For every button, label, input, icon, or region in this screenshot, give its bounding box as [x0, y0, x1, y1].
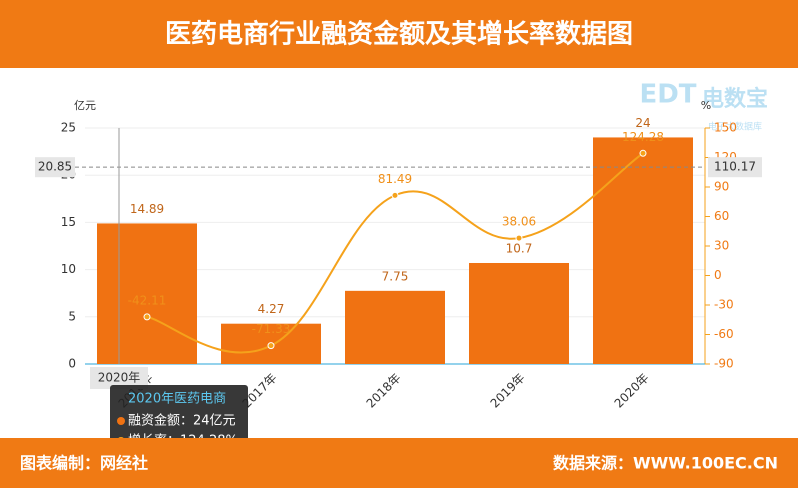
- y2-tick-label: 150: [714, 121, 737, 135]
- y-tick-label: 5: [68, 309, 76, 323]
- y-tick-label: 15: [61, 215, 76, 229]
- bar: [345, 290, 445, 364]
- bar-value-label: 4.27: [258, 302, 285, 316]
- y2-axis-title: %: [701, 99, 711, 112]
- bar: [593, 137, 693, 364]
- bar-value-label: 14.89: [130, 202, 164, 216]
- line-value-label: 124.28: [622, 130, 664, 144]
- line-point: [143, 313, 151, 321]
- footer-right: 数据来源：WWW.100EC.CN: [553, 454, 778, 473]
- line-point: [391, 191, 399, 199]
- bar-value-label: 7.75: [382, 269, 409, 283]
- y-axis-title: 亿元: [74, 99, 96, 112]
- y-tick-label: 25: [61, 121, 76, 135]
- bar-value-label: 24: [635, 116, 650, 130]
- watermark: 电子大数据库: [708, 121, 762, 133]
- y2-tick-label: -30: [714, 298, 734, 312]
- line-value-label: 38.06: [502, 215, 536, 229]
- y2-tick-label: 90: [714, 180, 729, 194]
- footer: [0, 438, 798, 488]
- y2-tick-label: 30: [714, 239, 729, 253]
- y-tick-label: 10: [61, 262, 76, 276]
- crosshair-label-box: [35, 157, 75, 178]
- footer-left: 图表编制：网经社: [20, 454, 148, 473]
- tooltip-dot: [117, 417, 125, 425]
- y-tick-label: 0: [68, 357, 76, 371]
- line-value-label: -71.33: [252, 322, 291, 336]
- bar-value-label: 10.7: [506, 241, 533, 255]
- line-point: [267, 342, 275, 350]
- tooltip-item: 融资金额：24亿元: [128, 413, 236, 429]
- crosshair-label: 110.17: [714, 160, 756, 174]
- y2-tick-label: -90: [714, 357, 734, 371]
- crosshair-label: 2020年: [98, 371, 141, 385]
- line-point: [515, 234, 523, 242]
- bar: [97, 223, 197, 364]
- y2-tick-label: -60: [714, 327, 734, 341]
- watermark: EDT: [639, 80, 696, 110]
- tooltip: [110, 385, 248, 455]
- crosshair-label-box: [90, 367, 148, 389]
- y2-tick-label: 0: [714, 268, 722, 282]
- bar: [469, 262, 569, 364]
- chart-title: 医药电商行业融资金额及其增长率数据图: [165, 19, 633, 50]
- watermark: 电数宝: [702, 86, 768, 112]
- crosshair-label: 20.85: [38, 160, 72, 174]
- tooltip-title: 2020年医药电商: [128, 392, 226, 407]
- y2-tick-label: 60: [714, 209, 729, 223]
- line-point: [639, 149, 647, 157]
- line-value-label: -42.11: [128, 293, 167, 307]
- header: [0, 0, 798, 68]
- line-value-label: 81.49: [378, 172, 412, 186]
- crosshair-label-box: [708, 157, 762, 178]
